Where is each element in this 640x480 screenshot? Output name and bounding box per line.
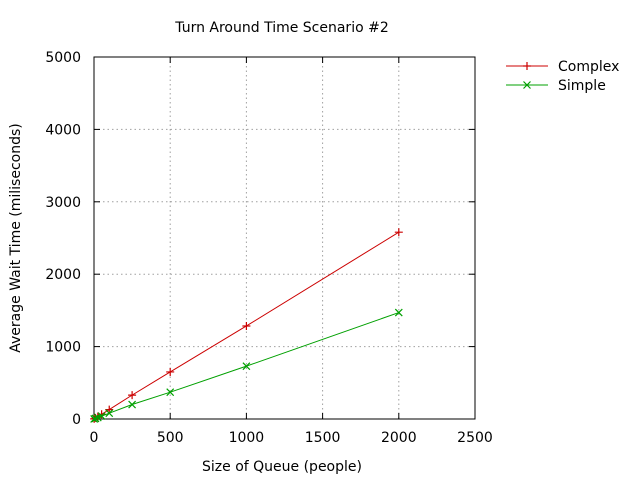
series-complex: [90, 228, 403, 423]
series-complex-point-shape: [242, 321, 251, 330]
x-axis-label: Size of Queue (people): [202, 459, 362, 475]
series-complex-point-shape: [128, 391, 137, 400]
x-tick-label: 1000: [229, 430, 265, 446]
series-simple-point: [105, 409, 114, 418]
series-complex-point: [166, 367, 175, 376]
y-tick-label: 2000: [45, 267, 81, 283]
series-complex-point: [242, 321, 251, 330]
series-complex-point: [97, 410, 106, 419]
y-tick-labels: 0 1000 2000 3000 4000 5000: [45, 50, 81, 428]
y-tick-label: 5000: [45, 50, 81, 66]
x-tick-label: 2500: [457, 430, 493, 446]
grid-lines: [94, 57, 475, 419]
series-simple-point: [97, 412, 106, 421]
legend-marker-complex-shape: [523, 62, 531, 70]
series-simple-point-shape: [91, 414, 100, 423]
axis-ticks: [93, 56, 476, 420]
x-tick-label: 1500: [305, 430, 341, 446]
legend: Complex Simple: [506, 59, 619, 94]
series-simple-point-shape: [394, 308, 403, 317]
legend-item-simple: Simple: [506, 78, 606, 94]
legend-marker-simple: [523, 81, 531, 89]
series-simple-point: [166, 388, 175, 397]
series-simple-point-shape: [242, 362, 251, 371]
series-simple: [90, 308, 403, 423]
x-tick-label: 0: [90, 430, 99, 446]
series-simple-point: [394, 308, 403, 317]
series-complex-point: [128, 391, 137, 400]
y-tick-label: 0: [72, 412, 81, 428]
y-tick-label: 3000: [45, 195, 81, 211]
series-simple-point-shape: [166, 388, 175, 397]
series-complex-point: [394, 228, 403, 237]
x-tick-label: 2000: [381, 430, 417, 446]
x-tick-labels: 0 500 1000 1500 2000 2500: [90, 430, 493, 446]
legend-item-complex: Complex: [506, 59, 619, 75]
series-complex-point-shape: [105, 405, 114, 414]
y-axis-label: Average Wait Time (miliseconds): [8, 123, 24, 352]
y-tick-label: 4000: [45, 122, 81, 138]
legend-label-complex: Complex: [558, 59, 619, 75]
legend-label-simple: Simple: [558, 78, 606, 94]
chart-title: Turn Around Time Scenario #2: [174, 20, 388, 36]
series-complex-point-shape: [166, 367, 175, 376]
series-simple-point-shape: [105, 409, 114, 418]
series-complex-point-shape: [394, 228, 403, 237]
x-tick-label: 500: [157, 430, 184, 446]
series-simple-point: [128, 400, 137, 409]
series-simple-point-shape: [97, 412, 106, 421]
legend-marker-simple-shape: [523, 81, 531, 89]
plot-frame: [93, 56, 476, 420]
series-simple-point-shape: [128, 400, 137, 409]
series-simple-point: [242, 362, 251, 371]
series-layer: [90, 228, 403, 423]
series-complex-point: [105, 405, 114, 414]
y-tick-label: 1000: [45, 340, 81, 356]
series-complex-point-shape: [97, 410, 106, 419]
series-simple-point: [91, 414, 100, 423]
legend-marker-complex: [523, 62, 531, 70]
